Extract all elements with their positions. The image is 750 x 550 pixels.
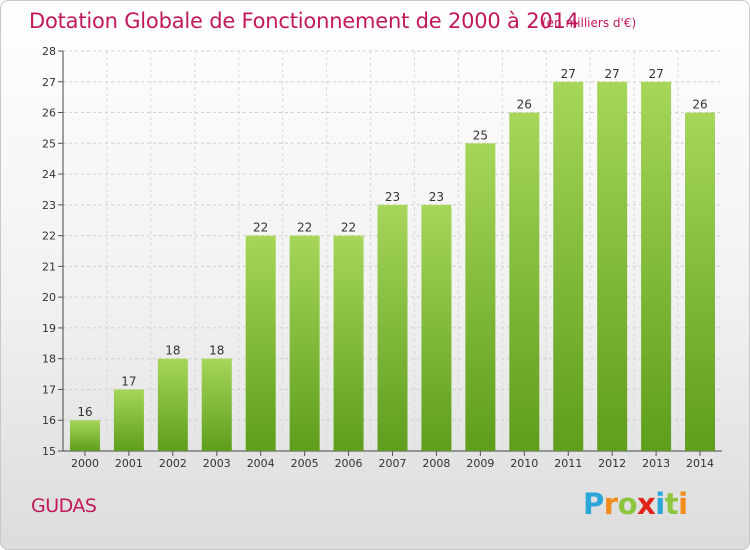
- bar-2007: [377, 204, 408, 451]
- bar-2004: [245, 235, 276, 451]
- value-label-2009: 25: [473, 128, 488, 142]
- bar-2000: [69, 420, 100, 451]
- y-tick-label: 28: [42, 45, 56, 58]
- x-tick-label-2014: 2014: [686, 457, 714, 470]
- value-label-2008: 23: [429, 190, 444, 204]
- x-tick-label-2009: 2009: [466, 457, 494, 470]
- value-label-2005: 22: [297, 221, 312, 235]
- y-tick-label: 16: [42, 414, 56, 427]
- value-label-2014: 26: [692, 98, 707, 112]
- value-label-2002: 18: [165, 344, 180, 358]
- y-tick-label: 20: [42, 291, 56, 304]
- bar-2001: [113, 389, 144, 451]
- x-tick-label-2006: 2006: [335, 457, 363, 470]
- x-tick-label-2001: 2001: [115, 457, 143, 470]
- bar-2009: [465, 143, 496, 452]
- bar-2006: [333, 235, 364, 451]
- bar-2002: [157, 358, 188, 451]
- value-label-2007: 23: [385, 190, 400, 204]
- y-tick-label: 25: [42, 137, 56, 150]
- y-tick-label: 17: [42, 383, 56, 396]
- y-tick-label: 22: [42, 230, 56, 243]
- value-label-2006: 22: [341, 221, 356, 235]
- y-tick-label: 23: [42, 199, 56, 212]
- x-tick-label-2005: 2005: [291, 457, 319, 470]
- y-tick-label: 15: [42, 445, 56, 458]
- x-tick-label-2008: 2008: [422, 457, 450, 470]
- y-tick-label: 26: [42, 107, 56, 120]
- y-tick-label: 19: [42, 322, 56, 335]
- proxiti-logo[interactable]: Proxiti: [583, 487, 688, 521]
- bar-2013: [641, 81, 672, 452]
- value-label-2001: 17: [121, 374, 136, 388]
- x-tick-label-2007: 2007: [379, 457, 407, 470]
- bar-2010: [509, 112, 540, 452]
- value-label-2012: 27: [605, 67, 620, 81]
- x-tick-label-2002: 2002: [159, 457, 187, 470]
- bar-2012: [597, 81, 628, 452]
- value-label-2004: 22: [253, 221, 268, 235]
- x-tick-label-2010: 2010: [510, 457, 538, 470]
- bar-2005: [289, 235, 320, 451]
- x-tick-label-2003: 2003: [203, 457, 231, 470]
- y-tick-label: 27: [42, 76, 56, 89]
- y-tick-label: 18: [42, 353, 56, 366]
- value-label-2011: 27: [561, 67, 576, 81]
- x-tick-label-2000: 2000: [71, 457, 99, 470]
- value-label-2013: 27: [648, 67, 663, 81]
- x-tick-label-2012: 2012: [598, 457, 626, 470]
- bar-2014: [685, 112, 716, 452]
- bars: [69, 81, 716, 452]
- value-label-2000: 16: [77, 405, 92, 419]
- commune-name: GUDAS: [31, 495, 97, 517]
- y-tick-label: 21: [42, 260, 56, 273]
- labels: 15 16 17 18 19 20 21 22 23 24 25 26 27 28 16 2000 17 2001…: [42, 45, 714, 470]
- y-tick-label: 24: [42, 168, 56, 181]
- value-label-2003: 18: [209, 344, 224, 358]
- bar-2008: [421, 204, 452, 451]
- chart-unit: (en milliers d'€): [542, 16, 637, 30]
- bar-2011: [553, 81, 584, 452]
- x-tick-label-2011: 2011: [554, 457, 582, 470]
- bar-2003: [201, 358, 232, 451]
- value-label-2010: 26: [517, 98, 532, 112]
- chart-title: Dotation Globale de Fonctionnement de 20…: [29, 9, 579, 33]
- x-tick-label-2004: 2004: [247, 457, 275, 470]
- x-tick-label-2013: 2013: [642, 457, 670, 470]
